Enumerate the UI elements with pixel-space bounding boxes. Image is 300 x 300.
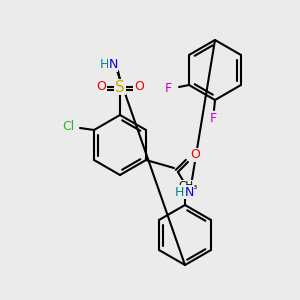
Text: O: O (190, 148, 200, 161)
Text: CH₃: CH₃ (178, 181, 198, 191)
Text: H: H (99, 58, 109, 71)
Text: O: O (134, 80, 144, 94)
Text: S: S (115, 80, 125, 94)
Text: F: F (209, 112, 217, 124)
Text: N: N (184, 185, 194, 199)
Text: N: N (108, 58, 118, 71)
Text: F: F (164, 82, 172, 95)
Text: O: O (96, 80, 106, 94)
Text: Cl: Cl (62, 119, 74, 133)
Text: H: H (174, 185, 184, 199)
